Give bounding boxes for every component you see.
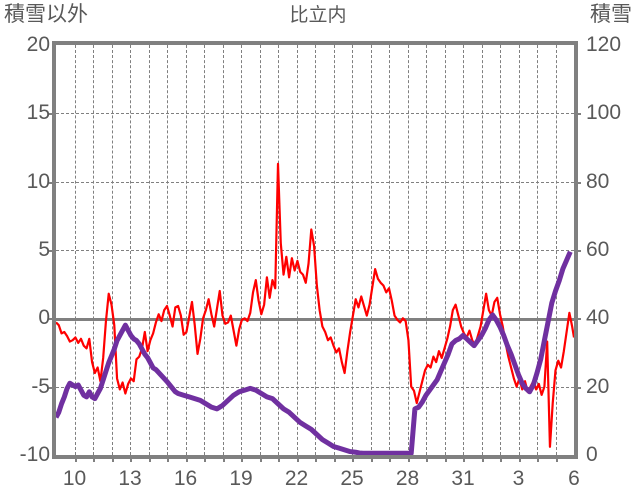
horizontal-gridline: [56, 386, 574, 388]
right-axis-tick-label: 120: [586, 33, 622, 56]
x-axis-tick-label: 22: [284, 467, 309, 490]
horizontal-gridline: [56, 181, 574, 183]
left-axis-tick-label: 5: [38, 238, 50, 261]
plot-inner: [56, 45, 574, 455]
x-axis-tick-label: 31: [451, 467, 475, 490]
right-axis-tick-label: 0: [586, 443, 598, 466]
left-axis-tick-label: 15: [26, 101, 50, 125]
left-axis-tick-label: 0: [38, 306, 50, 330]
left-axis-tick-label: -10: [19, 443, 50, 466]
left-axis-tick-label: -5: [31, 374, 50, 398]
x-axis-tick-label: 3: [512, 467, 525, 490]
series-layer: [56, 162, 574, 455]
series-path-snow: [56, 250, 573, 455]
x-axis-tick-label: 13: [118, 467, 142, 490]
x-axis-tick-label: 10: [62, 467, 87, 490]
x-axis-tick-label: 16: [173, 467, 198, 490]
right-axis-tick-label: 40: [586, 306, 610, 330]
right-axis-title: 積雪: [590, 3, 632, 26]
right-axis-tick-label: 20: [586, 374, 610, 398]
series-path-non-snow: [56, 162, 574, 448]
horizontal-gridline: [56, 113, 574, 115]
plot-area: [52, 41, 578, 459]
right-axis-tick-label: 60: [586, 238, 610, 261]
x-axis-tick-label: 6: [568, 467, 580, 490]
right-axis-tick-label: 80: [586, 169, 610, 193]
left-axis-title: 積雪以外: [4, 3, 88, 26]
chart-title: 比立内: [289, 5, 347, 26]
zero-reference-line: [56, 318, 574, 322]
x-axis-tick-label: 25: [340, 467, 364, 490]
left-axis-tick-label: 10: [26, 169, 50, 193]
x-axis-tick-label: 19: [229, 467, 253, 490]
x-axis-tick-label: 28: [395, 467, 420, 490]
left-axis-tick-label: 20: [26, 33, 50, 56]
right-axis-tick-label: 100: [586, 101, 622, 125]
